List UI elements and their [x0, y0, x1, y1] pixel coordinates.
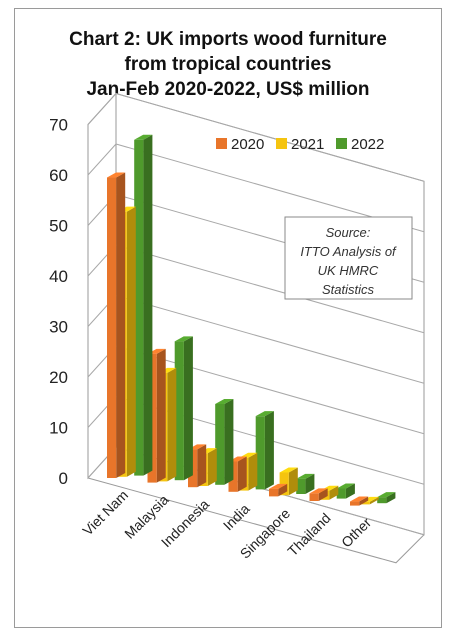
- bar-front: [269, 488, 279, 497]
- bar-front: [255, 416, 265, 490]
- legend-swatch-2022: [336, 138, 347, 149]
- gridline: [115, 244, 425, 334]
- bar-2022-other: [377, 492, 396, 504]
- bar-top: [174, 336, 193, 342]
- bar-top: [215, 399, 234, 404]
- y-tick-label: 30: [49, 318, 68, 337]
- bar-side: [156, 348, 166, 483]
- bar-side: [116, 172, 126, 478]
- y-axis: 70 60 50 40 30 20 10 0: [49, 116, 68, 489]
- bar-top: [279, 467, 298, 473]
- bar-side: [248, 452, 258, 491]
- source-annotation: Source: ITTO Analysis of UK HMRC Statist…: [284, 216, 413, 300]
- source-line-4: Statistics: [322, 282, 375, 297]
- bar-side: [288, 467, 298, 496]
- legend-swatch-2021: [276, 138, 287, 149]
- bar-2022-india: [255, 411, 274, 490]
- bar-side: [143, 134, 153, 476]
- bar-front: [134, 139, 144, 476]
- legend-label-2021: 2021: [291, 136, 324, 153]
- bar-top: [309, 488, 328, 494]
- bar-side: [329, 485, 339, 500]
- bar-side: [197, 444, 207, 488]
- bar-top: [377, 492, 396, 498]
- bar-side: [183, 336, 193, 481]
- bar-front: [309, 493, 319, 501]
- source-line-1: Source:: [326, 225, 371, 240]
- bar-2020-singapore: [269, 483, 288, 497]
- bar-2020-viet-nam: [107, 172, 126, 478]
- source-line-3: UK HMRC: [318, 263, 379, 278]
- gridline-side: [87, 143, 117, 176]
- bar-front: [336, 488, 346, 499]
- bar-side: [369, 496, 379, 505]
- bar-front: [377, 497, 387, 504]
- bar-front: [107, 177, 117, 478]
- bar-top: [296, 473, 315, 479]
- y-tick-label: 20: [49, 368, 68, 387]
- bar-2022-malaysia: [174, 336, 193, 481]
- bar-2022-indonesia: [215, 399, 234, 485]
- bar-front: [360, 501, 370, 505]
- bar-side: [207, 448, 217, 486]
- bar-side: [237, 456, 247, 492]
- bar-side: [126, 206, 136, 477]
- y-tick-label: 10: [49, 419, 68, 438]
- source-line-2: ITTO Analysis of: [300, 244, 397, 259]
- bar-front: [215, 404, 225, 485]
- y-tick-label: 60: [49, 166, 68, 185]
- source-box: [284, 216, 413, 300]
- bars: [107, 134, 396, 506]
- y-tick-label: 70: [49, 116, 68, 135]
- x-tick-label: India: [220, 500, 253, 533]
- bar-top: [255, 411, 274, 417]
- legend: 2020 2021 2022: [216, 136, 384, 153]
- gridline: [115, 345, 425, 435]
- legend-swatch-2020: [216, 138, 227, 149]
- chart-title-line-1: Chart 2: UK imports wood furniture: [69, 29, 387, 50]
- chart-title: Chart 2: UK imports wood furniture from …: [15, 27, 441, 102]
- bar-side: [345, 483, 355, 499]
- bar-2020-other: [350, 496, 369, 506]
- bar-top: [134, 134, 153, 140]
- bar-side: [224, 399, 234, 485]
- bar-side: [386, 492, 396, 504]
- bar-side: [167, 367, 177, 482]
- bar-side: [278, 483, 288, 497]
- chart-title-line-2: from tropical countries: [124, 54, 332, 75]
- bar-front: [350, 501, 360, 506]
- bar-side: [359, 496, 369, 506]
- bar-side: [305, 473, 315, 494]
- bar-2022-singapore: [296, 473, 315, 494]
- x-tick-label: Other: [338, 514, 374, 550]
- bar-front: [174, 341, 184, 481]
- legend-label-2020: 2020: [231, 136, 264, 153]
- bar-top: [336, 483, 355, 489]
- bar-2022-thailand: [336, 483, 355, 499]
- y-tick-label: 0: [59, 469, 68, 488]
- legend-label-2022: 2022: [351, 136, 384, 153]
- bar-2022-viet-nam: [134, 134, 153, 476]
- bar-top: [269, 483, 288, 489]
- bar-side: [264, 411, 274, 490]
- bar-top: [107, 172, 126, 178]
- bar-top: [350, 496, 369, 502]
- y-tick-label: 50: [49, 217, 68, 236]
- floor-edge: [87, 477, 425, 564]
- gridline-side: [87, 93, 117, 125]
- bar-side: [318, 488, 328, 501]
- bar-2020-thailand: [309, 488, 328, 501]
- gridline: [115, 295, 425, 384]
- bar-front: [296, 478, 306, 494]
- chart-title-line-3: Jan-Feb 2020-2022, US$ million: [86, 79, 370, 100]
- y-tick-label: 40: [49, 267, 68, 286]
- gridline: [115, 93, 425, 182]
